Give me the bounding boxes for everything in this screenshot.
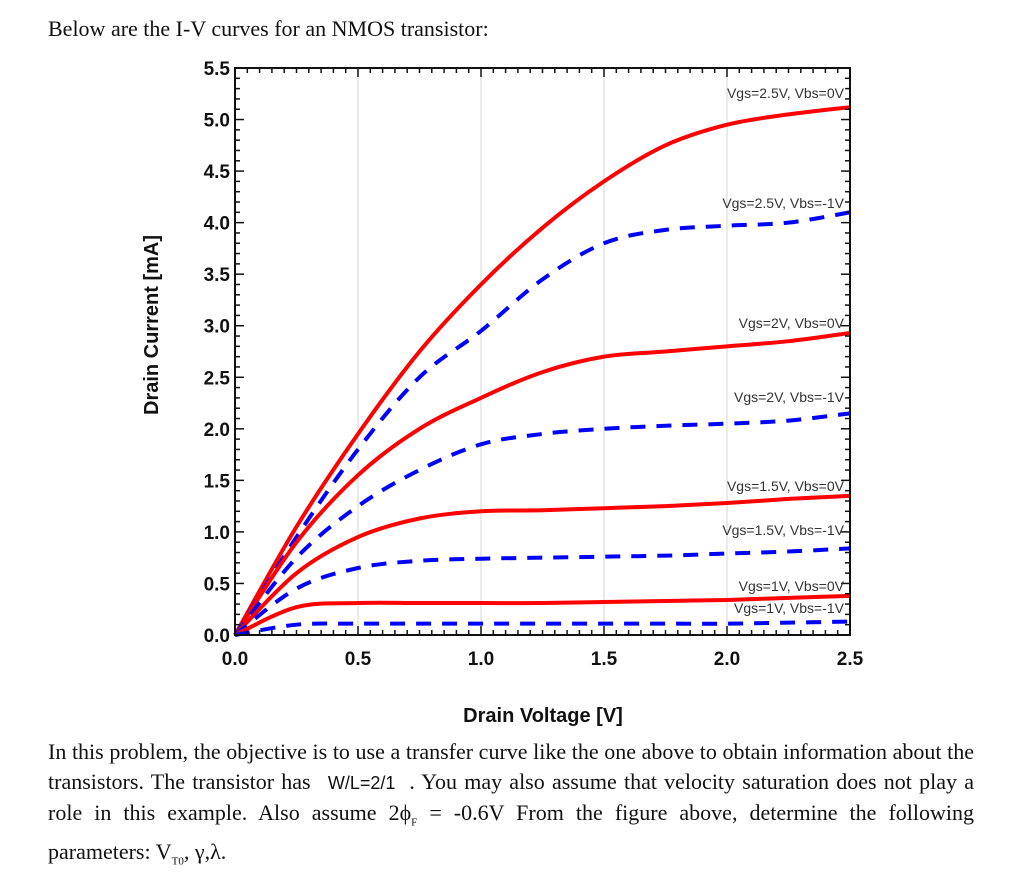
series-line-5 (233, 493, 851, 637)
x-axis-title: Drain Voltage [V] (463, 705, 623, 727)
y-tick-label: 4.5 (204, 162, 231, 183)
y-tick-label: 5.5 (204, 59, 231, 80)
y-tick-label: 2.5 (204, 368, 231, 389)
y-tick-label: 2.0 (204, 420, 230, 441)
chart-series-labels: Vgs=2.5V, Vbs=0V Vgs=2.5V, Vbs=-1V Vgs=2V,… (722, 85, 844, 616)
series-label-4: Vgs=2V, Vbs=-1V (734, 389, 845, 405)
paragraph-part4: , γ,λ. (183, 839, 227, 865)
intro-text: Below are the I-V curves for an NMOS tra… (48, 16, 489, 41)
x-tick-label: 2.0 (714, 649, 740, 670)
x-tick-label: 1.5 (591, 649, 618, 670)
chart-grid (357, 68, 728, 635)
series-line-7 (234, 593, 851, 637)
y-tick-label: 4.0 (204, 214, 230, 235)
y-tick-label: 1.0 (204, 523, 230, 544)
series-label-5: Vgs=1.5V, Vbs=0V (727, 478, 845, 494)
series-line-1 (233, 105, 851, 636)
series-label-1: Vgs=2.5V, Vbs=0V (727, 85, 845, 101)
y-tick-label: 3.5 (204, 265, 231, 286)
series-label-6: Vgs=1.5V, Vbs=-1V (722, 522, 844, 538)
y-tick-label: 0.5 (204, 574, 231, 595)
x-tick-label: 2.5 (837, 649, 864, 670)
y-tick-label: 3.0 (204, 317, 230, 338)
y-axis-title: Drain Current [mA] (141, 235, 163, 415)
chart-series (233, 105, 851, 637)
plot-frame (234, 67, 851, 636)
paragraph-part3: = -0.6V From the figure above, determine… (48, 800, 975, 865)
chart-axes (234, 67, 851, 636)
phi-subscript: F (411, 816, 418, 829)
series-line-4 (233, 411, 851, 637)
x-tick-label: 1.0 (468, 649, 494, 670)
y-tick-label: 0.0 (204, 626, 230, 647)
chart-tick-labels: 0.0 0.5 1.0 1.5 2.0 2.5 0.0 0.5 1.0 1.5 2.0 2.5 3.0 3… (204, 59, 864, 670)
vt-subscript: T0 (171, 855, 184, 868)
paragraph-part2: . You may also assume that velocity satu… (48, 769, 974, 825)
series-label-3: Vgs=2V, Vbs=0V (739, 315, 845, 331)
x-tick-label: 0.5 (345, 649, 372, 670)
series-line-6 (233, 546, 851, 637)
wl-ratio: W/L=2/1 (327, 773, 396, 793)
y-tick-label: 5.0 (204, 111, 230, 132)
chart-ticks (234, 67, 851, 636)
series-line-8 (234, 619, 851, 637)
paragraph-part1: In this problem, the objective is to use… (48, 739, 974, 794)
series-line-2 (233, 210, 851, 637)
series-line-3 (233, 330, 851, 637)
y-tick-label: 1.5 (204, 471, 231, 492)
problem-paragraph: In this problem, the objective is to use… (48, 737, 974, 877)
series-label-8: Vgs=1V, Vbs=-1V (734, 600, 845, 616)
series-label-2: Vgs=2.5V, Vbs=-1V (722, 195, 844, 211)
series-label-7: Vgs=1V, Vbs=0V (739, 578, 845, 594)
x-tick-label: 0.0 (222, 649, 248, 670)
